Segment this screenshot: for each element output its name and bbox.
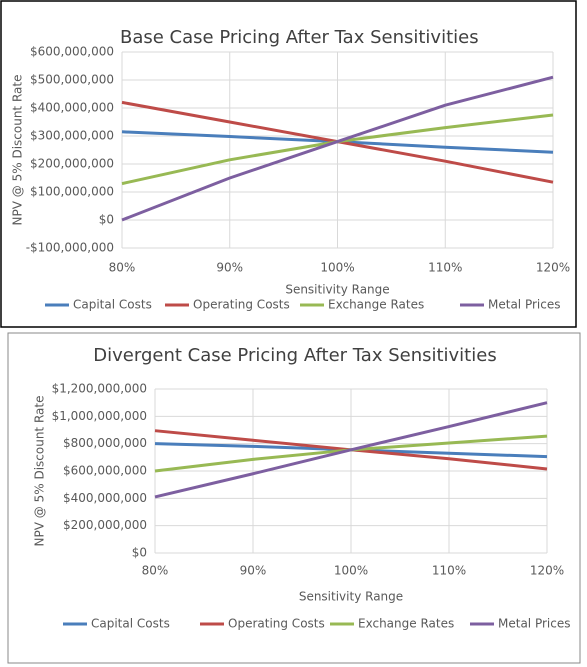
y-tick-label: $500,000,000 xyxy=(30,73,114,87)
y-tick-label: $100,000,000 xyxy=(30,185,114,199)
x-tick-label: 80% xyxy=(109,261,136,275)
y-tick-label: $200,000,000 xyxy=(30,157,114,171)
y-tick-label: $0 xyxy=(132,546,147,560)
y-tick-label: $300,000,000 xyxy=(30,129,114,143)
y-tick-label: -$100,000,000 xyxy=(26,241,114,255)
legend-label: Operating Costs xyxy=(228,617,325,631)
legend-label: Operating Costs xyxy=(193,298,290,312)
legend-label: Exchange Rates xyxy=(328,298,424,312)
x-tick-label: 120% xyxy=(530,564,564,578)
data-line xyxy=(121,75,554,222)
chart-title: Divergent Case Pricing After Tax Sensiti… xyxy=(93,345,496,366)
y-tick-label: $400,000,000 xyxy=(63,491,147,505)
legend-label: Exchange Rates xyxy=(358,617,454,631)
x-tick-label: 90% xyxy=(240,564,267,578)
legend-label: Metal Prices xyxy=(488,298,560,312)
x-tick-label: 80% xyxy=(142,564,169,578)
data-line xyxy=(154,401,548,499)
y-tick-label: $1,000,000,000 xyxy=(52,409,147,423)
y-tick-label: $200,000,000 xyxy=(63,518,147,532)
x-axis-title: Sensitivity Range xyxy=(285,283,389,297)
x-tick-label: 90% xyxy=(216,261,243,275)
y-axis-title: NPV @ 5% Discount Rate xyxy=(11,75,25,226)
y-tick-label: $0 xyxy=(99,213,114,227)
y-axis-title: NPV @ 5% Discount Rate xyxy=(33,396,47,547)
x-tick-label: 110% xyxy=(428,261,462,275)
x-tick-label: 120% xyxy=(536,261,570,275)
x-tick-label: 100% xyxy=(334,564,368,578)
y-tick-label: $600,000,000 xyxy=(30,45,114,59)
x-axis-title: Sensitivity Range xyxy=(299,590,403,604)
x-tick-label: 100% xyxy=(320,261,354,275)
y-tick-label: $400,000,000 xyxy=(30,101,114,115)
y-tick-label: $600,000,000 xyxy=(63,464,147,478)
y-tick-label: $1,200,000,000 xyxy=(52,382,147,396)
x-tick-label: 110% xyxy=(432,564,466,578)
y-tick-label: $800,000,000 xyxy=(63,436,147,450)
legend-label: Metal Prices xyxy=(498,617,570,631)
legend-label: Capital Costs xyxy=(91,617,170,631)
chart-title: Base Case Pricing After Tax Sensitivitie… xyxy=(120,27,479,48)
legend-label: Capital Costs xyxy=(73,298,152,312)
